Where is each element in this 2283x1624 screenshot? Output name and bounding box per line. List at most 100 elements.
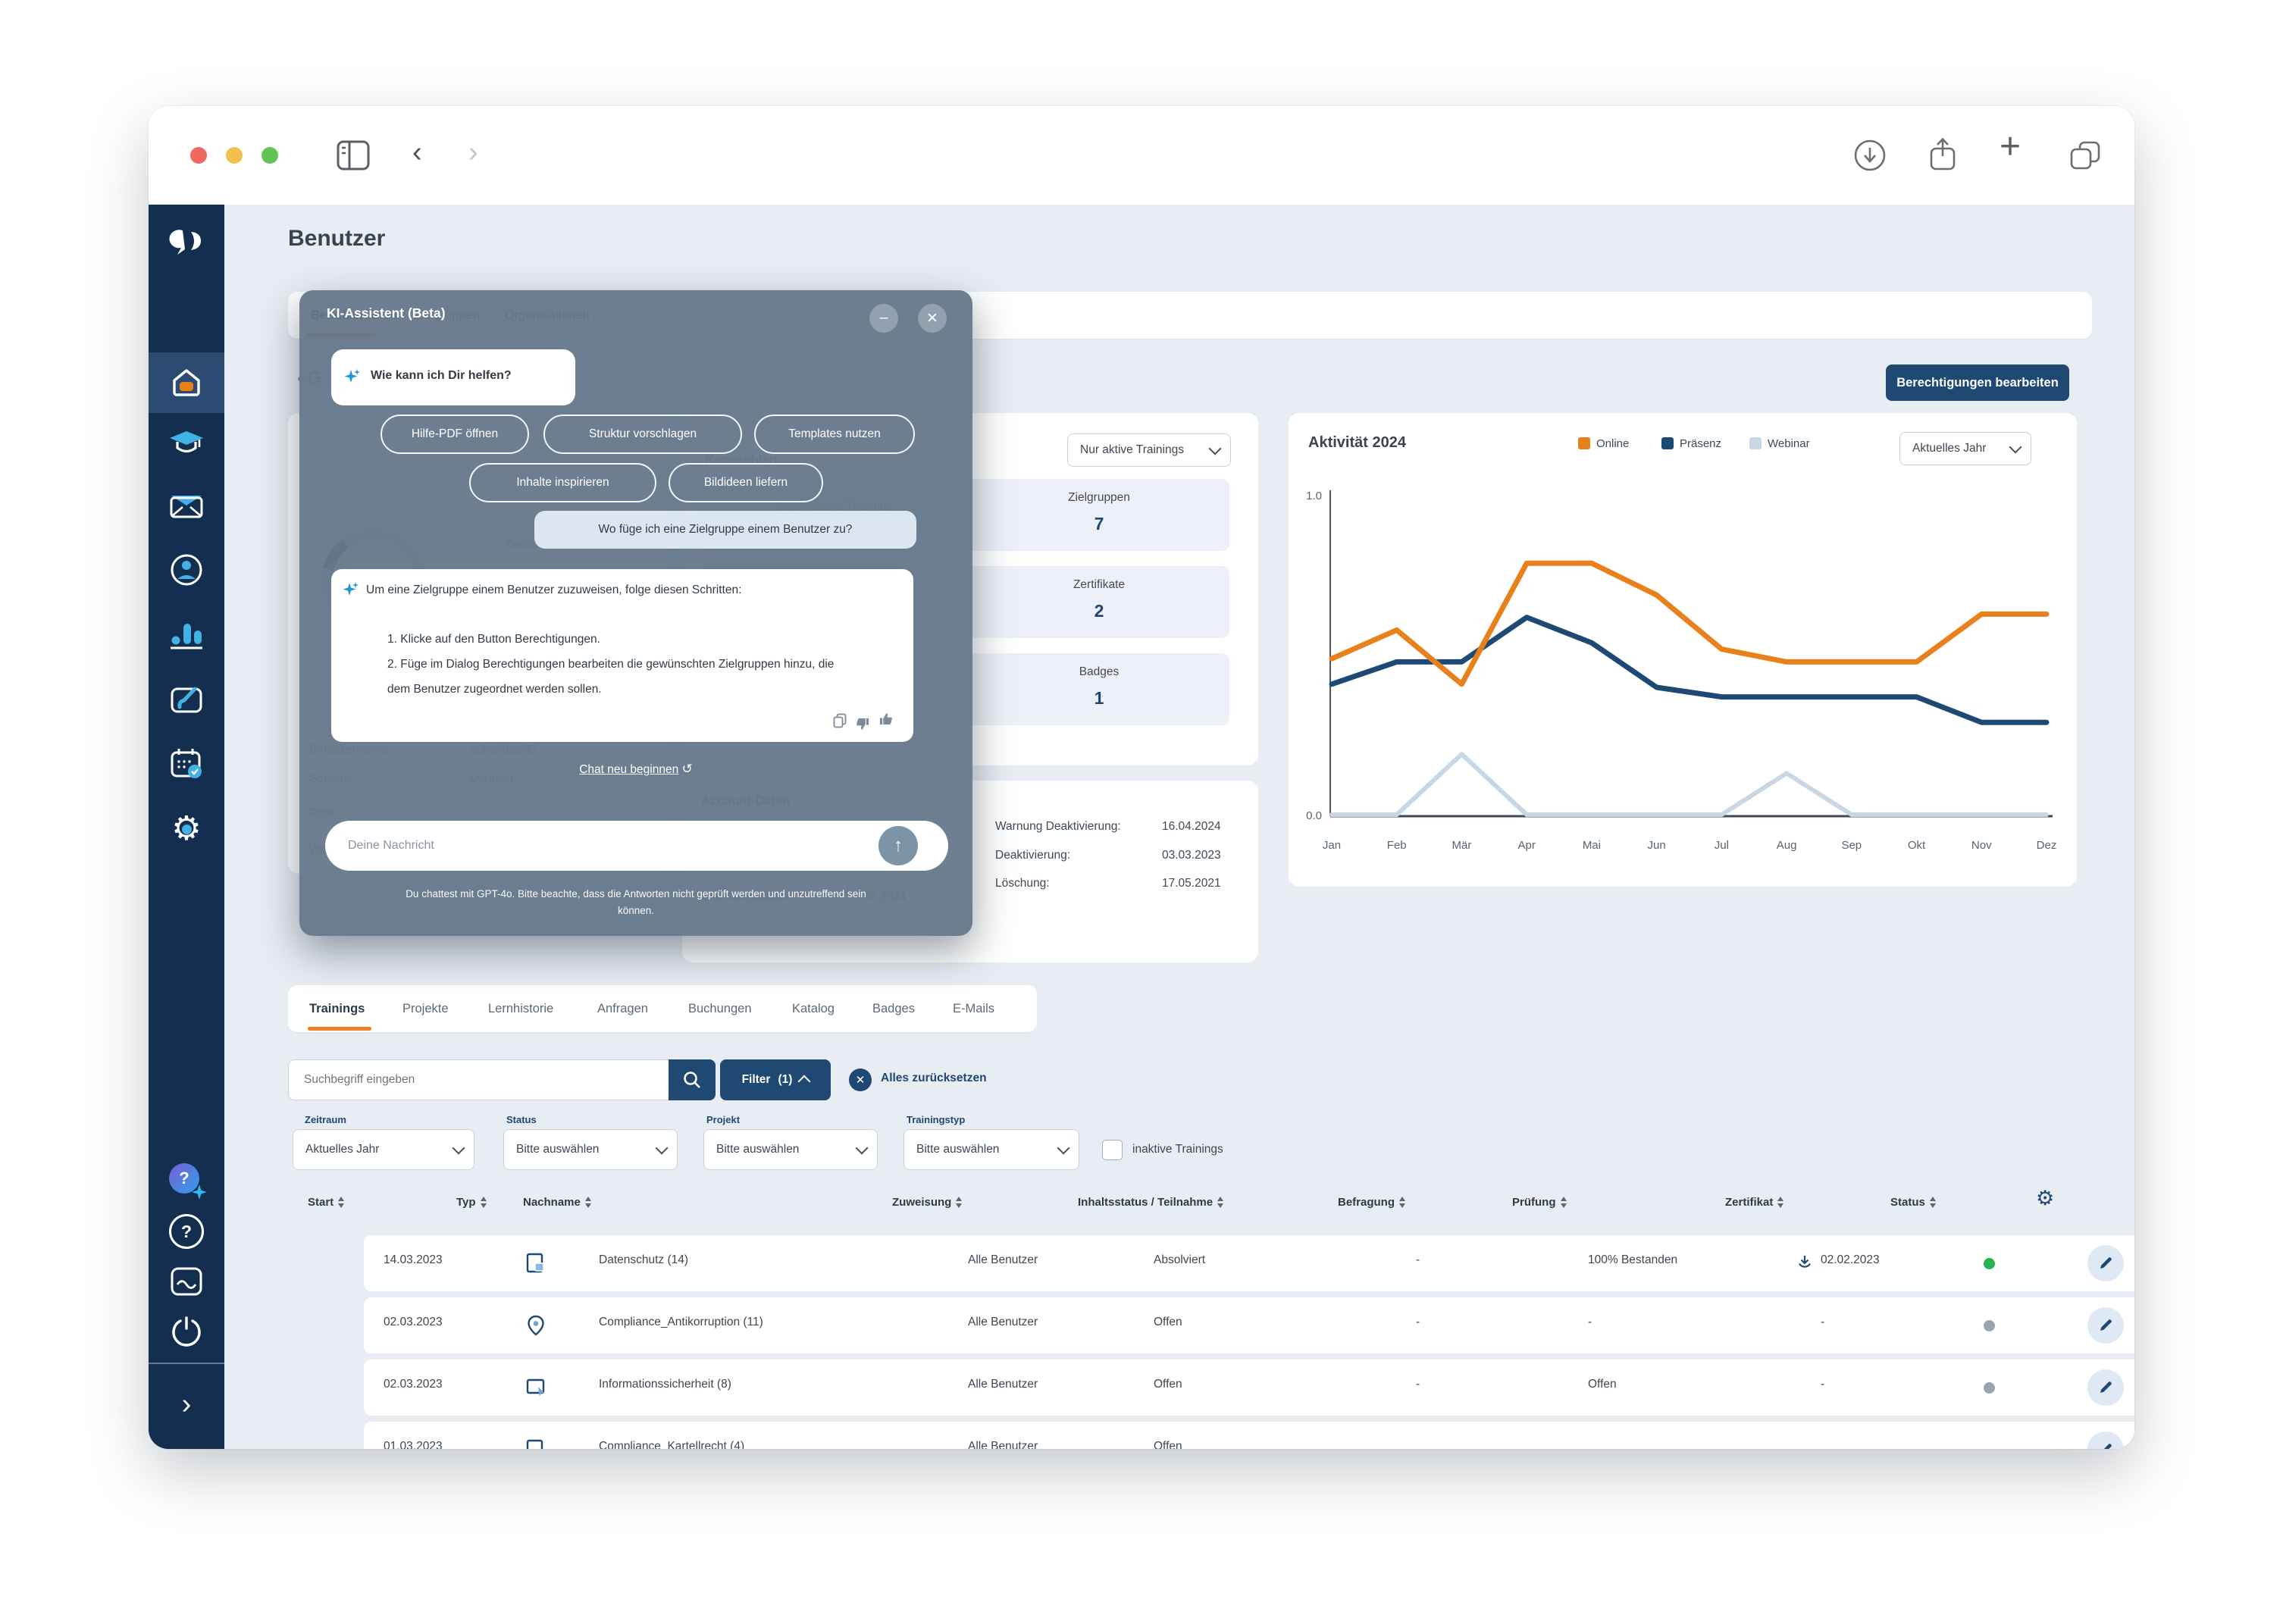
traffic-yellow[interactable]	[226, 147, 243, 164]
table-row[interactable]: 02.03.2023 Compliance_Antikorruption (11…	[364, 1297, 2134, 1353]
sidebar-item-trainings[interactable]	[149, 413, 224, 474]
stat-label: Badges	[1079, 665, 1120, 678]
search-input[interactable]: Suchbegriff eingeben	[288, 1059, 669, 1100]
tab-badges[interactable]: Badges	[872, 1001, 915, 1015]
search-button[interactable]	[669, 1059, 716, 1100]
elearning-icon	[525, 1438, 547, 1449]
active-trainings-select[interactable]: Nur aktive Trainings	[1067, 433, 1231, 467]
sidebar-item-logout[interactable]	[149, 1306, 224, 1356]
suggestion-inhalte[interactable]: Inhalte inspirieren	[469, 463, 656, 502]
sidebar-item-ai-help[interactable]: ?	[149, 1154, 224, 1207]
chart-range-select[interactable]: Aktuelles Jahr	[1899, 432, 2031, 465]
sidebar-item-calendar[interactable]	[149, 734, 224, 794]
trainingstyp-select[interactable]: Bitte auswählen	[903, 1129, 1079, 1170]
legend-label-praesenz: Präsenz	[1680, 437, 1722, 450]
col-nachname[interactable]: Nachname	[523, 1196, 591, 1209]
forward-icon[interactable]: ›	[468, 136, 478, 168]
suggestion-hilfe-pdf[interactable]: Hilfe-PDF öffnen	[380, 415, 529, 454]
svg-text:Apr: Apr	[1518, 839, 1536, 852]
sidebar-item-home[interactable]	[149, 352, 224, 413]
copy-icon[interactable]	[833, 713, 847, 732]
tab-anfragen[interactable]: Anfragen	[597, 1001, 648, 1015]
stat-value: 2	[1094, 601, 1104, 621]
thumbs-up-icon[interactable]	[878, 712, 893, 730]
tab-buchungen[interactable]: Buchungen	[688, 1001, 752, 1015]
filter-field-label-trainingstyp: Trainingstyp	[907, 1114, 966, 1125]
svg-text:Mai: Mai	[1583, 839, 1601, 852]
reset-x-icon[interactable]: ✕	[849, 1069, 872, 1091]
status-dot	[1984, 1258, 1995, 1269]
tab-lernhistorie[interactable]: Lernhistorie	[488, 1001, 554, 1015]
table-row-clipped[interactable]: 01.03.2023 Compliance_Kartellrecht (4) A…	[364, 1422, 2134, 1449]
reset-all-link[interactable]: Alles zurücksetzen	[881, 1072, 987, 1084]
svg-text:Okt: Okt	[1908, 839, 1926, 852]
close-icon[interactable]: ✕	[918, 304, 947, 333]
sidebar-item-settings[interactable]: ⚙	[149, 799, 224, 859]
restart-chat-link[interactable]: Chat neu beginnen ↺	[299, 762, 972, 777]
tab-trainings[interactable]: Trainings	[309, 1001, 365, 1015]
new-tab-icon[interactable]: +	[2000, 127, 2022, 167]
pencil-icon	[2100, 1257, 2112, 1269]
sidebar-item-media[interactable]	[149, 1256, 224, 1306]
section-tabbar: Trainings Projekte Lernhistorie Anfragen…	[288, 985, 1037, 1032]
table-settings-gear-icon[interactable]: ⚙	[2036, 1187, 2055, 1209]
sparkle-icon	[192, 1184, 207, 1200]
col-pruefung[interactable]: Prüfung	[1512, 1196, 1567, 1209]
sparkle-icon	[343, 582, 359, 596]
tabs-overview-icon[interactable]	[2069, 141, 2101, 174]
edit-row-button[interactable]	[2087, 1245, 2124, 1281]
sidebar-expand-chevron[interactable]: ›	[181, 1388, 192, 1420]
col-start[interactable]: Start	[308, 1196, 345, 1209]
sidebar-item-authoring[interactable]	[149, 668, 224, 729]
stat-value: 1	[1094, 688, 1104, 708]
status-value: Bitte auswählen	[516, 1143, 600, 1156]
col-befragung[interactable]: Befragung	[1338, 1196, 1405, 1209]
pencil-icon	[2100, 1381, 2112, 1393]
edit-row-button[interactable]	[2087, 1369, 2124, 1406]
sidebar-item-reports[interactable]	[149, 605, 224, 665]
thumbs-down-icon[interactable]	[856, 713, 870, 731]
edit-permissions-button[interactable]: Berechtigungen bearbeiten	[1886, 365, 2069, 401]
tab-emails[interactable]: E-Mails	[953, 1001, 995, 1015]
sidebar-item-users[interactable]	[149, 540, 224, 600]
edit-row-button[interactable]	[2087, 1307, 2124, 1344]
col-inhaltsstatus[interactable]: Inhaltsstatus / Teilnahme	[1078, 1196, 1224, 1209]
inactive-trainings-checkbox[interactable]	[1102, 1140, 1123, 1160]
share-icon[interactable]	[1928, 136, 1957, 177]
send-button[interactable]: ↑	[878, 826, 918, 865]
certificate-download-icon[interactable]	[1796, 1253, 1813, 1274]
tab-katalog[interactable]: Katalog	[792, 1001, 835, 1015]
back-icon[interactable]: ‹	[412, 136, 422, 168]
sidebar-divider	[149, 1363, 224, 1364]
sidebar-item-mail[interactable]	[149, 476, 224, 537]
suggestion-bildideen[interactable]: Bildideen liefern	[669, 463, 823, 502]
message-input[interactable]: Deine Nachricht	[325, 821, 948, 871]
col-zuweisung[interactable]: Zuweisung	[892, 1196, 963, 1209]
minimize-icon[interactable]: –	[869, 304, 898, 333]
projekt-select[interactable]: Bitte auswählen	[703, 1129, 878, 1170]
status-select[interactable]: Bitte auswählen	[503, 1129, 678, 1170]
filter-field-label-zeitraum: Zeitraum	[305, 1114, 346, 1125]
table-row[interactable]: 02.03.2023 Informationssicherheit (8) Al…	[364, 1360, 2134, 1416]
suggestion-templates[interactable]: Templates nutzen	[754, 415, 915, 454]
sidebar-item-help[interactable]: ?	[149, 1206, 224, 1256]
svg-text:1.0: 1.0	[1306, 490, 1322, 502]
sidebar-toggle-icon[interactable]	[337, 140, 370, 174]
traffic-green[interactable]	[261, 147, 278, 164]
tab-projekte[interactable]: Projekte	[402, 1001, 449, 1015]
zeitraum-select[interactable]: Aktuelles Jahr	[293, 1129, 474, 1170]
inactive-trainings-label: inaktive Trainings	[1132, 1143, 1223, 1156]
download-icon[interactable]	[1854, 139, 1886, 175]
filter-label: Filter	[741, 1073, 771, 1086]
col-status[interactable]: Status	[1890, 1196, 1936, 1209]
col-typ[interactable]: Typ	[456, 1196, 487, 1209]
filter-button[interactable]: Filter (1)	[720, 1059, 831, 1100]
activity-line-chart: 1.0 0.0 Jan Feb Mär Apr Mai Jun Jul Aug Sep Okt Nov D…	[1306, 490, 2056, 852]
edit-row-button[interactable]	[2087, 1432, 2124, 1449]
image-icon	[171, 1267, 202, 1296]
suggestion-struktur[interactable]: Struktur vorschlagen	[543, 415, 742, 454]
col-zertifikat[interactable]: Zertifikat	[1725, 1196, 1784, 1209]
table-row[interactable]: 14.03.2023 Datenschutz (14) Alle Benutze…	[364, 1235, 2134, 1291]
traffic-red[interactable]	[190, 147, 207, 164]
